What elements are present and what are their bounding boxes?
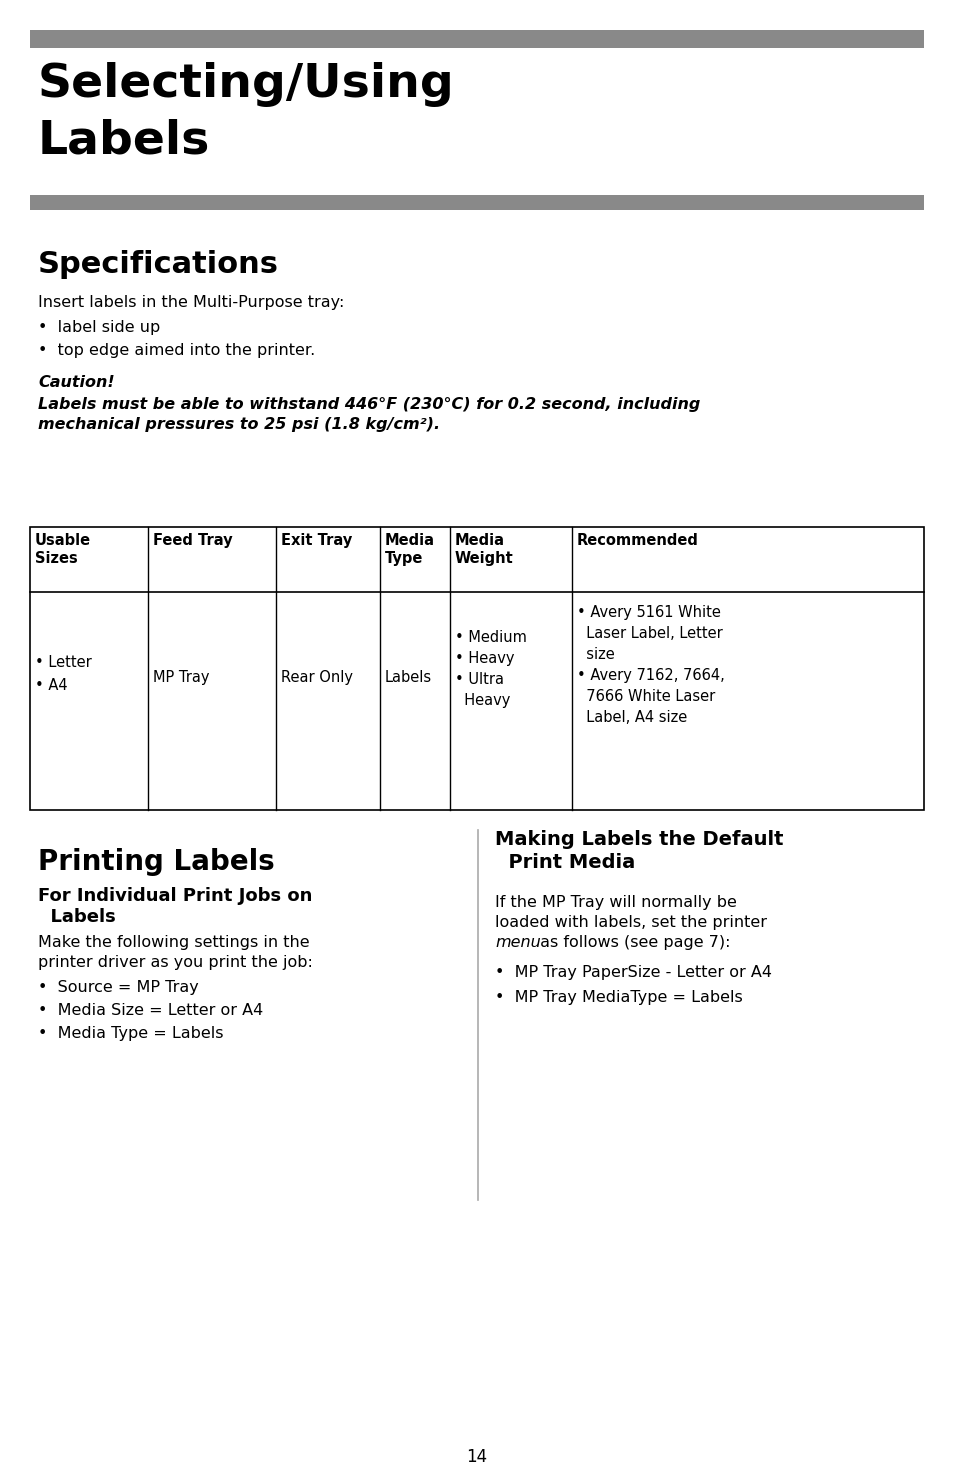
Text: as follows (see page 7):: as follows (see page 7): bbox=[535, 935, 730, 950]
Text: •  Media Size = Letter or A4: • Media Size = Letter or A4 bbox=[38, 1003, 263, 1018]
Text: • Avery 5161 White
  Laser Label, Letter
  size
• Avery 7162, 7664,
  7666 White: • Avery 5161 White Laser Label, Letter s… bbox=[577, 605, 724, 726]
Text: Media
Type: Media Type bbox=[385, 532, 435, 566]
Text: MP Tray: MP Tray bbox=[152, 670, 210, 684]
Text: Labels must be able to withstand 446°F (230°C) for 0.2 second, including
mechani: Labels must be able to withstand 446°F (… bbox=[38, 397, 700, 432]
Text: Make the following settings in the
printer driver as you print the job:: Make the following settings in the print… bbox=[38, 935, 313, 969]
Text: • Medium
• Heavy
• Ultra
  Heavy: • Medium • Heavy • Ultra Heavy bbox=[455, 630, 526, 708]
Text: •  MP Tray PaperSize - Letter or A4: • MP Tray PaperSize - Letter or A4 bbox=[495, 965, 771, 979]
Text: Feed Tray: Feed Tray bbox=[152, 532, 233, 549]
Text: Exit Tray: Exit Tray bbox=[281, 532, 352, 549]
Text: 14: 14 bbox=[466, 1448, 487, 1466]
Text: •  top edge aimed into the printer.: • top edge aimed into the printer. bbox=[38, 344, 314, 358]
Text: Making Labels the Default
  Print Media: Making Labels the Default Print Media bbox=[495, 830, 782, 873]
Text: Recommended: Recommended bbox=[577, 532, 699, 549]
Text: For Individual Print Jobs on
  Labels: For Individual Print Jobs on Labels bbox=[38, 886, 312, 926]
Text: menu: menu bbox=[495, 935, 540, 950]
Text: •  label side up: • label side up bbox=[38, 320, 160, 335]
Text: •  Media Type = Labels: • Media Type = Labels bbox=[38, 1027, 223, 1041]
Text: Printing Labels: Printing Labels bbox=[38, 848, 274, 876]
Bar bbox=[30, 195, 923, 209]
Text: Rear Only: Rear Only bbox=[281, 670, 353, 684]
Text: Media
Weight: Media Weight bbox=[455, 532, 514, 566]
Text: Selecting/Using: Selecting/Using bbox=[38, 62, 455, 108]
Text: Specifications: Specifications bbox=[38, 249, 278, 279]
Text: Usable
Sizes: Usable Sizes bbox=[35, 532, 91, 566]
Text: Insert labels in the Multi-Purpose tray:: Insert labels in the Multi-Purpose tray: bbox=[38, 295, 344, 310]
Text: •  MP Tray MediaType = Labels: • MP Tray MediaType = Labels bbox=[495, 990, 742, 1004]
Bar bbox=[30, 527, 923, 810]
Text: Caution!: Caution! bbox=[38, 375, 114, 389]
Text: • Letter
• A4: • Letter • A4 bbox=[35, 655, 91, 693]
Bar bbox=[30, 30, 923, 49]
Text: Labels: Labels bbox=[38, 118, 211, 164]
Text: If the MP Tray will normally be
loaded with labels, set the printer: If the MP Tray will normally be loaded w… bbox=[495, 895, 766, 929]
Text: •  Source = MP Tray: • Source = MP Tray bbox=[38, 979, 198, 996]
Text: Labels: Labels bbox=[385, 670, 432, 684]
